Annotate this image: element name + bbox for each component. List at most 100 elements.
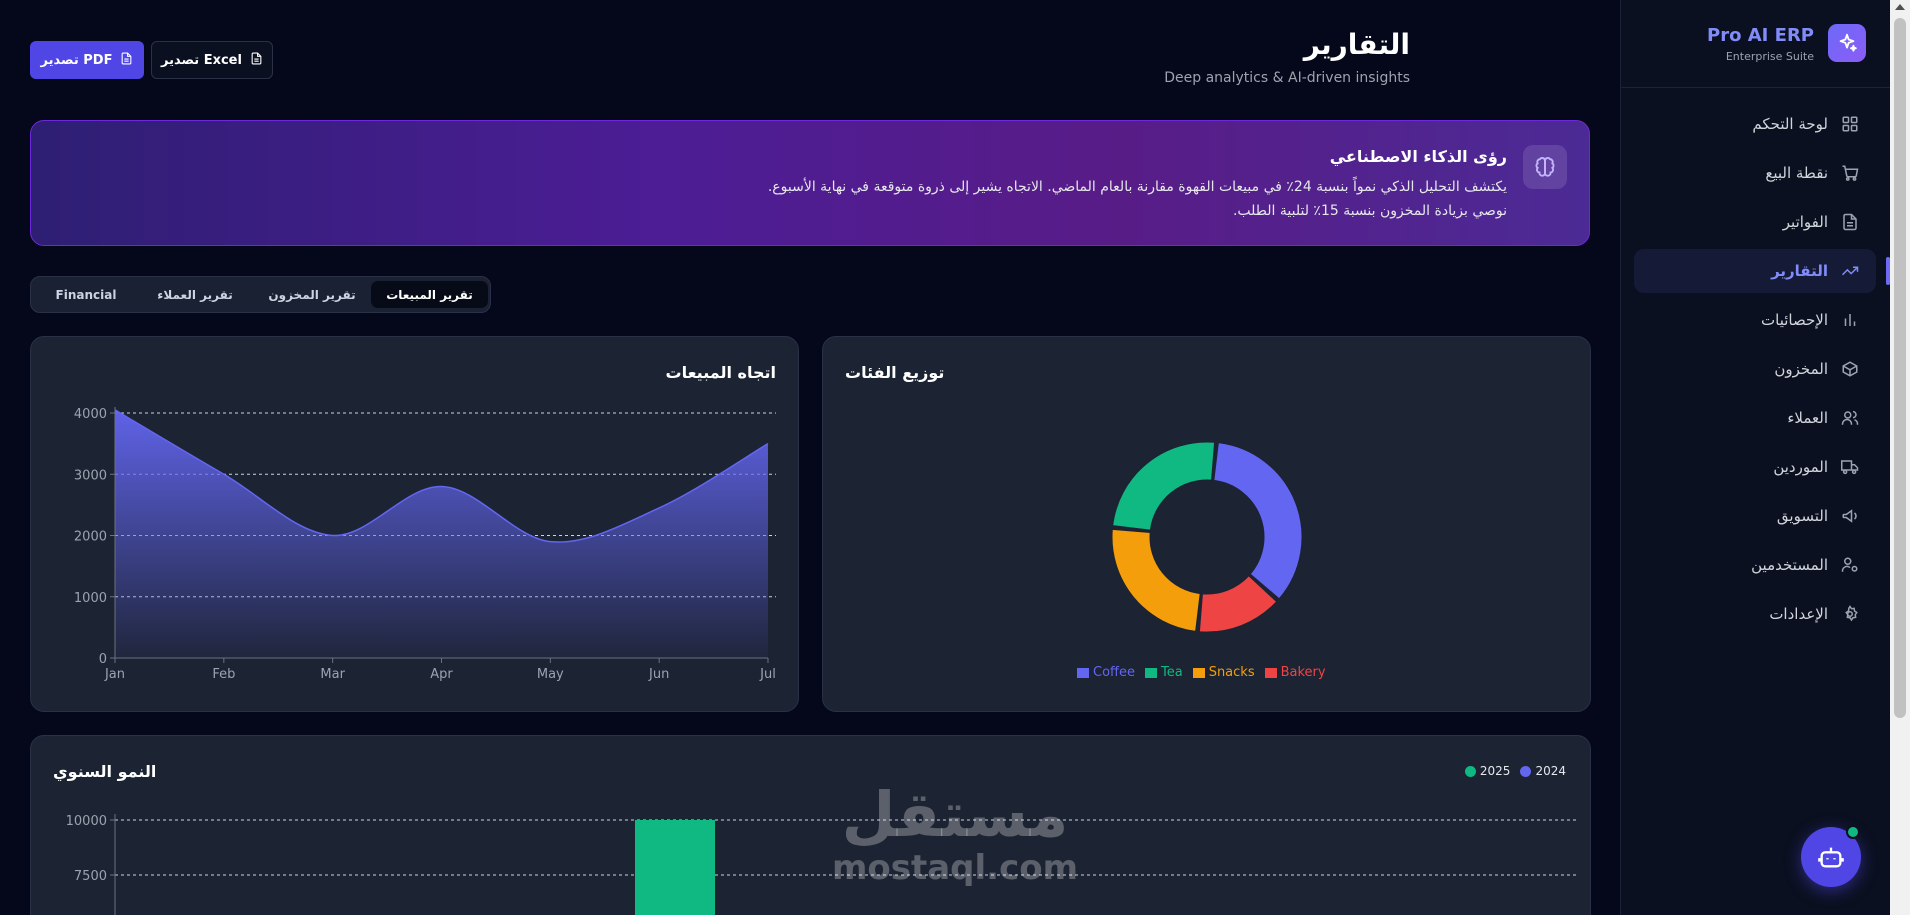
brand: Pro AI ERP Enterprise Suite xyxy=(1620,0,1890,88)
tab-label: تقرير العملاء xyxy=(157,287,233,302)
tab-inventory-report[interactable]: تقرير المخزون xyxy=(253,281,371,308)
scrollbar[interactable] xyxy=(1890,0,1910,915)
sidebar-item-label: التقارير xyxy=(1771,262,1828,280)
annual-growth-title: النمو السنوي xyxy=(53,762,157,781)
brain-icon xyxy=(1523,145,1567,189)
sidebar-item-dashboard[interactable]: لوحة التحكم xyxy=(1634,102,1876,146)
x-tick-label: Feb xyxy=(212,667,235,682)
scroll-up-arrow-icon[interactable] xyxy=(1895,4,1905,10)
y-tick-label: 2000 xyxy=(74,530,107,545)
sidebar-item-label: لوحة التحكم xyxy=(1752,115,1828,133)
y-tick-label: 3000 xyxy=(74,468,107,483)
legend-item-snacks[interactable]: Snacks xyxy=(1192,665,1255,680)
legend-item-2024[interactable]: 2024 xyxy=(1520,764,1566,778)
sales-trend-title: اتجاه المبيعات xyxy=(665,363,776,382)
sidebar: Pro AI ERP Enterprise Suite لوحة التحكم … xyxy=(1620,0,1890,915)
legend-item-bakery[interactable]: Bakery xyxy=(1264,665,1326,680)
export-excel-label: تصدير Excel xyxy=(161,52,242,68)
bar-chart-icon xyxy=(1840,310,1860,330)
robot-icon xyxy=(1818,847,1844,868)
legend-item-coffee[interactable]: Coffee xyxy=(1077,665,1135,680)
sidebar-item-label: المستخدمين xyxy=(1751,556,1828,574)
sidebar-item-label: الإعدادات xyxy=(1769,605,1828,623)
sales-trend-chart: 0 1000 2000 3000 4000 Jan Feb Mar Apr May Jun Jul xyxy=(74,407,776,682)
legend-label: 2024 xyxy=(1535,764,1566,778)
pie-slice-bakery[interactable] xyxy=(1198,575,1278,633)
pie-slice-snacks[interactable] xyxy=(1111,528,1201,632)
bar-2025[interactable] xyxy=(635,820,715,915)
legend-label: 2025 xyxy=(1479,764,1511,778)
sidebar-item-label: التسويق xyxy=(1776,507,1828,525)
legend-label: Bakery xyxy=(1280,665,1326,680)
file-icon xyxy=(120,52,133,69)
cart-icon xyxy=(1840,163,1860,183)
trending-up-icon xyxy=(1840,261,1860,281)
sidebar-item-marketing[interactable]: التسويق xyxy=(1634,494,1876,538)
legend-item-2025[interactable]: 2025 xyxy=(1464,764,1511,778)
x-tick-label: Jan xyxy=(104,667,125,682)
export-pdf-button[interactable]: تصدير PDF xyxy=(30,41,144,79)
sidebar-item-settings[interactable]: الإعدادات xyxy=(1634,592,1876,636)
x-tick-label: Mar xyxy=(320,667,345,682)
annual-growth-legend: 2025 2024 xyxy=(1464,764,1566,778)
tab-label: تقرير المخزون xyxy=(268,287,356,302)
y-tick-label: 0 xyxy=(99,652,107,667)
page-subtitle: Deep analytics & AI-driven insights xyxy=(1164,70,1410,86)
sidebar-item-customers[interactable]: العملاء xyxy=(1634,396,1876,440)
annual-growth-card: النمو السنوي 2025 2024 7500 10000 xyxy=(30,735,1591,915)
sidebar-item-label: الفواتير xyxy=(1782,213,1828,231)
online-status-dot xyxy=(1846,825,1860,839)
category-donut-chart xyxy=(1111,441,1303,633)
x-tick-label: Apr xyxy=(430,667,453,682)
user-cog-icon xyxy=(1840,555,1860,575)
sidebar-item-statistics[interactable]: الإحصائيات xyxy=(1634,298,1876,342)
pie-slice-tea[interactable] xyxy=(1112,441,1216,531)
legend-item-tea[interactable]: Tea xyxy=(1144,665,1183,680)
tab-customers-report[interactable]: تقرير العملاء xyxy=(137,281,253,308)
legend-label: Tea xyxy=(1160,665,1183,680)
ai-insights-banner: رؤى الذكاء الاصطناعي يكتشف التحليل الذكي… xyxy=(30,120,1590,246)
megaphone-icon xyxy=(1840,506,1860,526)
tab-financial[interactable]: Financial xyxy=(35,281,137,308)
sidebar-item-label: العملاء xyxy=(1787,409,1828,427)
brand-subtitle: Enterprise Suite xyxy=(1725,50,1814,63)
sidebar-item-inventory[interactable]: المخزون xyxy=(1634,347,1876,391)
area-fill xyxy=(115,409,768,658)
tab-label: Financial xyxy=(55,287,117,302)
export-pdf-label: تصدير PDF xyxy=(40,52,113,68)
sales-trend-card: اتجاه المبيعات 0 1000 2000 3000 4000 Jan Feb Ma… xyxy=(30,336,799,712)
report-tabs: تقرير المبيعات تقرير المخزون تقرير العمل… xyxy=(30,276,491,313)
pie-slice-coffee[interactable] xyxy=(1213,442,1303,600)
category-distribution-card: توزيع الفئات Coffee Tea Snacks Bakery xyxy=(822,336,1591,712)
brand-name: Pro AI ERP xyxy=(1707,25,1814,46)
tab-sales-report[interactable]: تقرير المبيعات xyxy=(371,281,488,308)
sidebar-item-reports[interactable]: التقارير xyxy=(1634,249,1890,293)
sidebar-item-label: الموردين xyxy=(1773,458,1828,476)
x-tick-label: Jul xyxy=(759,667,776,682)
export-excel-button[interactable]: تصدير Excel xyxy=(151,41,273,79)
sidebar-item-label: نقطة البيع xyxy=(1765,164,1828,182)
annual-growth-chart: 7500 10000 xyxy=(66,814,1576,915)
y-tick-label: 7500 xyxy=(74,869,107,884)
sidebar-item-label: الإحصائيات xyxy=(1761,311,1828,329)
ai-insights-title: رؤى الذكاء الاصطناعي xyxy=(1329,147,1507,166)
legend-label: Snacks xyxy=(1208,665,1255,680)
sidebar-item-users[interactable]: المستخدمين xyxy=(1634,543,1876,587)
scrollbar-thumb[interactable] xyxy=(1894,18,1906,718)
y-tick-label: 10000 xyxy=(66,814,107,829)
gear-icon xyxy=(1840,604,1860,624)
sidebar-item-pos[interactable]: نقطة البيع xyxy=(1634,151,1876,195)
ai-insights-text: يكتشف التحليل الذكي نمواً بنسبة 24٪ في م… xyxy=(767,179,1507,219)
file-icon xyxy=(1840,212,1860,232)
box-icon xyxy=(1840,359,1860,379)
y-tick-label: 4000 xyxy=(74,407,107,422)
category-distribution-title: توزيع الفئات xyxy=(845,363,945,382)
users-icon xyxy=(1840,408,1860,428)
sparkles-icon xyxy=(1828,24,1866,62)
y-tick-label: 1000 xyxy=(74,591,107,606)
truck-icon xyxy=(1840,457,1860,477)
category-legend: Coffee Tea Snacks Bakery xyxy=(1077,665,1326,680)
sidebar-item-label: المخزون xyxy=(1774,360,1828,378)
sidebar-item-invoices[interactable]: الفواتير xyxy=(1634,200,1876,244)
sidebar-item-suppliers[interactable]: الموردين xyxy=(1634,445,1876,489)
